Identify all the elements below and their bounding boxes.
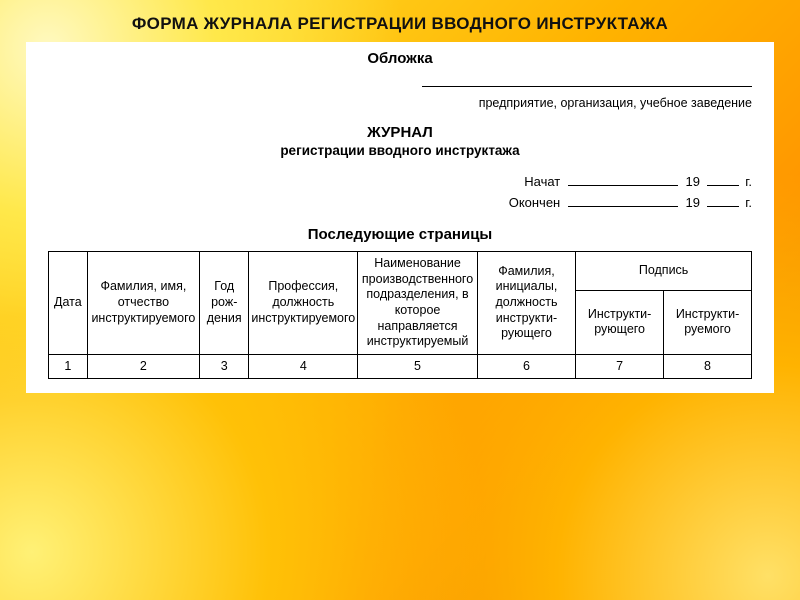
colnum-5: 5 <box>358 354 478 379</box>
col-profession: Профессия, должность инструктируемого <box>249 252 358 355</box>
year-suffix: г. <box>745 195 752 210</box>
colnum-4: 4 <box>249 354 358 379</box>
table-header-row-1: Дата Фамилия, имя, отчество инструктируе… <box>49 252 752 291</box>
date-block: Начат 19 г. Окончен 19 г. <box>48 174 752 210</box>
col-date: Дата <box>49 252 88 355</box>
started-row: Начат 19 г. <box>48 174 752 189</box>
page-title: ФОРМА ЖУРНАЛА РЕГИСТРАЦИИ ВВОДНОГО ИНСТР… <box>0 0 800 42</box>
col-birthyear: Год рож­дения <box>200 252 249 355</box>
document-paper: Обложка предприятие, организация, учебно… <box>26 42 774 393</box>
col-signature-group: Подпись <box>576 252 752 291</box>
finished-row: Окончен 19 г. <box>48 195 752 210</box>
col-fullname: Фамилия, имя, отчество инструктируемого <box>87 252 199 355</box>
started-blank <box>568 174 678 186</box>
col-department: Наименование производст­венного подразде… <box>358 252 478 355</box>
registration-table: Дата Фамилия, имя, отчество инструктируе… <box>48 251 752 379</box>
col-sign-instructed: Инструкти­руемого <box>664 291 752 355</box>
pages-heading: Последующие страницы <box>48 226 752 243</box>
year-suffix: г. <box>745 174 752 189</box>
started-label: Начат <box>524 174 560 189</box>
cover-heading: Обложка <box>48 50 752 67</box>
year-prefix: 19 <box>686 195 700 210</box>
started-year-blank <box>707 174 739 186</box>
finished-blank <box>568 195 678 207</box>
journal-title: ЖУРНАЛ <box>48 124 752 141</box>
colnum-8: 8 <box>664 354 752 379</box>
colnum-1: 1 <box>49 354 88 379</box>
org-field: предприятие, организация, учебное заведе… <box>48 73 752 110</box>
org-underline <box>422 73 752 87</box>
colnum-6: 6 <box>477 354 575 379</box>
col-sign-instructor: Инструкти­рующего <box>576 291 664 355</box>
journal-subtitle: регистрации вводного инструктажа <box>48 143 752 158</box>
org-caption: предприятие, организация, учебное заведе… <box>48 96 752 110</box>
year-prefix: 19 <box>686 174 700 189</box>
colnum-7: 7 <box>576 354 664 379</box>
finished-year-blank <box>707 195 739 207</box>
colnum-3: 3 <box>200 354 249 379</box>
colnum-2: 2 <box>87 354 199 379</box>
finished-label: Окончен <box>509 195 561 210</box>
col-instructor: Фамилия, инициалы, должность инструкти­р… <box>477 252 575 355</box>
table-number-row: 1 2 3 4 5 6 7 8 <box>49 354 752 379</box>
